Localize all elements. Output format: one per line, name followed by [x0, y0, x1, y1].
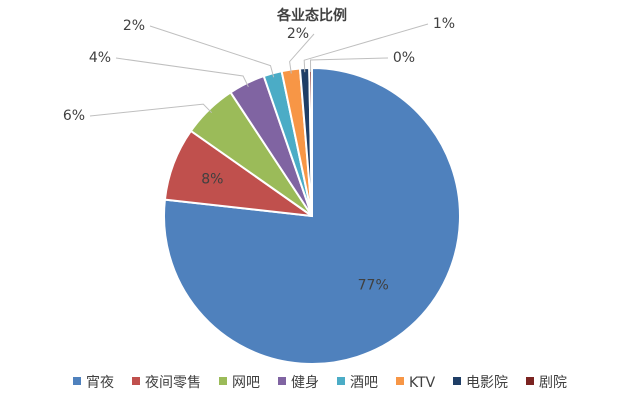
legend-item-2: 网吧: [219, 375, 260, 391]
legend-label-4: 酒吧: [350, 375, 378, 391]
data-label-6: 1%: [433, 16, 455, 32]
legend-item-0: 宵夜: [73, 374, 114, 391]
data-label-1: 8%: [201, 171, 223, 187]
data-label-7: 0%: [393, 50, 415, 66]
legend-swatch-7: [526, 377, 534, 385]
legend-item-6: 电影院: [453, 375, 508, 391]
legend-swatch-3: [278, 377, 286, 385]
data-label-2: 6%: [63, 108, 85, 124]
leader-line-7: [309, 57, 389, 73]
chart-title: 各业态比例: [276, 7, 347, 24]
legend-swatch-2: [219, 377, 227, 385]
legend-label-1: 夜间零售: [145, 375, 201, 391]
legend-swatch-6: [453, 377, 461, 385]
legend-label-6: 电影院: [466, 375, 508, 391]
legend-swatch-4: [337, 377, 345, 385]
data-label-5: 2%: [287, 26, 309, 42]
leader-line-2: [89, 103, 213, 117]
data-label-4: 2%: [123, 18, 145, 34]
leader-line-5: [289, 33, 315, 74]
legend-swatch-5: [396, 377, 404, 385]
legend-swatch-0: [73, 377, 81, 385]
data-label-0: 77%: [358, 277, 389, 293]
legend-item-3: 健身: [278, 375, 319, 391]
legend-label-0: 宵夜: [86, 374, 114, 391]
legend-label-5: KTV: [409, 375, 436, 391]
legend-label-2: 网吧: [232, 375, 260, 391]
leader-line-4: [149, 25, 275, 78]
legend-item-1: 夜间零售: [132, 375, 201, 391]
leader-line-6: [303, 23, 429, 73]
legend-label-7: 剧院: [539, 375, 567, 391]
legend-swatch-1: [132, 377, 140, 385]
legend-item-4: 酒吧: [337, 375, 378, 391]
legend-item-7: 剧院: [526, 375, 567, 391]
leader-line-3: [115, 57, 249, 88]
data-label-3: 4%: [89, 50, 111, 66]
legend-item-5: KTV: [396, 375, 436, 391]
legend-label-3: 健身: [291, 375, 319, 391]
